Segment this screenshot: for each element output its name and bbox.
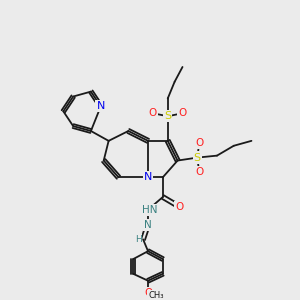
Text: O: O: [178, 108, 187, 118]
Text: O: O: [195, 138, 203, 148]
Text: CH₃: CH₃: [148, 291, 164, 300]
Text: S: S: [164, 111, 171, 121]
Text: H: H: [135, 235, 142, 244]
Text: O: O: [149, 108, 157, 118]
Text: N: N: [97, 101, 105, 111]
Text: S: S: [194, 153, 201, 163]
Text: N: N: [144, 172, 152, 182]
Text: O: O: [195, 167, 203, 177]
Text: O: O: [144, 287, 152, 298]
Text: O: O: [176, 202, 184, 212]
Text: N: N: [144, 220, 152, 230]
Text: HN: HN: [142, 205, 158, 215]
